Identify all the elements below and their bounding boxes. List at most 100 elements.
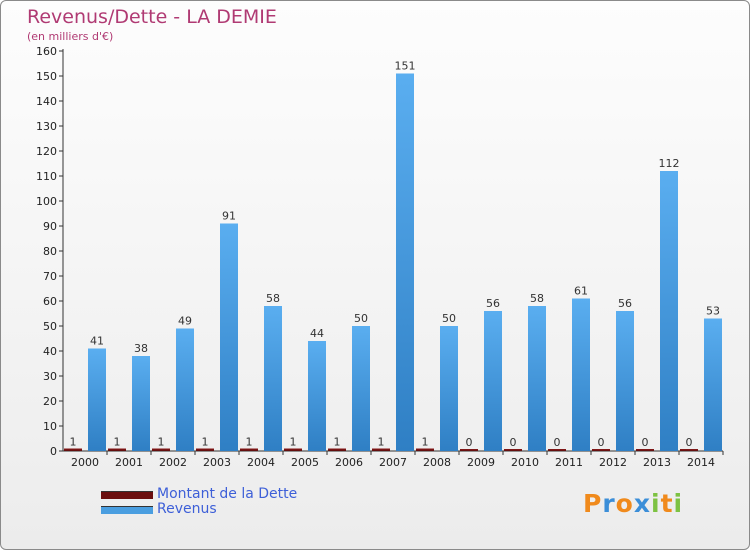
bar-revenus bbox=[352, 326, 370, 451]
bar-revenus bbox=[704, 318, 722, 451]
y-tick-label: 10 bbox=[43, 420, 57, 433]
bar-revenus bbox=[396, 73, 414, 451]
y-tick-label: 130 bbox=[36, 120, 57, 133]
data-label-dette: 1 bbox=[114, 436, 121, 449]
x-tick-label: 2011 bbox=[555, 456, 583, 469]
x-tick-label: 2002 bbox=[159, 456, 187, 469]
data-label-revenus: 56 bbox=[486, 297, 500, 310]
y-tick-label: 50 bbox=[43, 320, 57, 333]
bar-dette bbox=[548, 449, 566, 451]
x-tick-label: 2005 bbox=[291, 456, 319, 469]
legend-swatch-revenus bbox=[101, 506, 153, 514]
data-label-dette: 0 bbox=[466, 436, 473, 449]
bar-dette bbox=[240, 448, 258, 451]
bar-dette bbox=[460, 449, 478, 451]
bar-revenus bbox=[616, 311, 634, 451]
x-tick-label: 2013 bbox=[643, 456, 671, 469]
data-label-dette: 0 bbox=[598, 436, 605, 449]
x-tick-label: 2009 bbox=[467, 456, 495, 469]
bar-revenus bbox=[484, 311, 502, 451]
y-tick-label: 70 bbox=[43, 270, 57, 283]
logo-letter: P bbox=[583, 489, 603, 518]
y-tick-label: 100 bbox=[36, 195, 57, 208]
x-tick-label: 2001 bbox=[115, 456, 143, 469]
bar-dette bbox=[108, 448, 126, 451]
proxiti-logo: Proxiti bbox=[583, 489, 683, 518]
x-tick-label: 2006 bbox=[335, 456, 363, 469]
bar-revenus bbox=[176, 328, 194, 451]
data-label-revenus: 49 bbox=[178, 315, 192, 328]
data-label-revenus: 112 bbox=[659, 157, 680, 170]
logo-letter: x bbox=[633, 489, 651, 518]
bar-dette bbox=[64, 448, 82, 451]
data-label-revenus: 50 bbox=[442, 312, 456, 325]
legend-label-dette: Montant de la Dette bbox=[157, 486, 298, 502]
x-tick-label: 2003 bbox=[203, 456, 231, 469]
bar-revenus bbox=[528, 306, 546, 451]
x-tick-label: 2010 bbox=[511, 456, 539, 469]
x-tick-label: 2008 bbox=[423, 456, 451, 469]
data-label-dette: 0 bbox=[642, 436, 649, 449]
bar-dette bbox=[196, 448, 214, 451]
chart-title: Revenus/Dette - LA DEMIE bbox=[27, 6, 277, 28]
y-tick-label: 140 bbox=[36, 95, 57, 108]
logo-letter: o bbox=[615, 489, 634, 518]
legend-swatch-dette bbox=[101, 491, 153, 499]
data-label-dette: 0 bbox=[686, 436, 693, 449]
x-tick-label: 2000 bbox=[71, 456, 99, 469]
data-label-dette: 1 bbox=[378, 436, 385, 449]
y-tick-label: 20 bbox=[43, 395, 57, 408]
bar-revenus bbox=[660, 171, 678, 451]
y-tick-label: 80 bbox=[43, 245, 57, 258]
data-label-dette: 1 bbox=[70, 436, 77, 449]
data-label-revenus: 38 bbox=[134, 342, 148, 355]
legend-label-revenus: Revenus bbox=[157, 501, 217, 517]
data-label-revenus: 91 bbox=[222, 210, 236, 223]
data-label-revenus: 58 bbox=[266, 292, 280, 305]
data-label-dette: 1 bbox=[202, 436, 209, 449]
bar-revenus bbox=[572, 298, 590, 451]
y-tick-label: 160 bbox=[36, 45, 57, 58]
data-label-dette: 0 bbox=[510, 436, 517, 449]
bar-dette bbox=[504, 449, 522, 451]
y-tick-label: 110 bbox=[36, 170, 57, 183]
data-label-dette: 1 bbox=[422, 436, 429, 449]
y-tick-label: 120 bbox=[36, 145, 57, 158]
data-label-dette: 1 bbox=[246, 436, 253, 449]
logo-letter: i bbox=[673, 489, 684, 518]
y-tick-label: 150 bbox=[36, 70, 57, 83]
bar-dette bbox=[372, 448, 390, 451]
data-label-revenus: 53 bbox=[706, 305, 720, 318]
bar-revenus bbox=[88, 348, 106, 451]
bar-revenus bbox=[264, 306, 282, 451]
data-label-revenus: 61 bbox=[574, 285, 588, 298]
data-label-revenus: 56 bbox=[618, 297, 632, 310]
logo-letter: t bbox=[660, 489, 674, 518]
data-label-revenus: 151 bbox=[395, 60, 416, 73]
data-label-revenus: 50 bbox=[354, 312, 368, 325]
bar-dette bbox=[284, 448, 302, 451]
chart-subtitle: (en milliers d'€) bbox=[27, 30, 114, 43]
data-label-revenus: 44 bbox=[310, 327, 324, 340]
bar-dette bbox=[328, 448, 346, 451]
bar-dette bbox=[416, 448, 434, 451]
data-label-dette: 1 bbox=[158, 436, 165, 449]
y-tick-label: 0 bbox=[50, 445, 57, 458]
x-tick-label: 2007 bbox=[379, 456, 407, 469]
bar-revenus bbox=[220, 223, 238, 451]
y-tick-label: 90 bbox=[43, 220, 57, 233]
bar-revenus bbox=[132, 356, 150, 451]
data-label-dette: 1 bbox=[290, 436, 297, 449]
bar-revenus bbox=[440, 326, 458, 451]
data-label-revenus: 58 bbox=[530, 292, 544, 305]
x-tick-label: 2014 bbox=[687, 456, 715, 469]
bar-dette bbox=[636, 449, 654, 451]
logo-letter: i bbox=[651, 489, 661, 518]
data-label-dette: 1 bbox=[334, 436, 341, 449]
data-label-dette: 0 bbox=[554, 436, 561, 449]
bar-dette bbox=[680, 449, 698, 451]
x-tick-label: 2004 bbox=[247, 456, 275, 469]
bar-dette bbox=[152, 448, 170, 451]
